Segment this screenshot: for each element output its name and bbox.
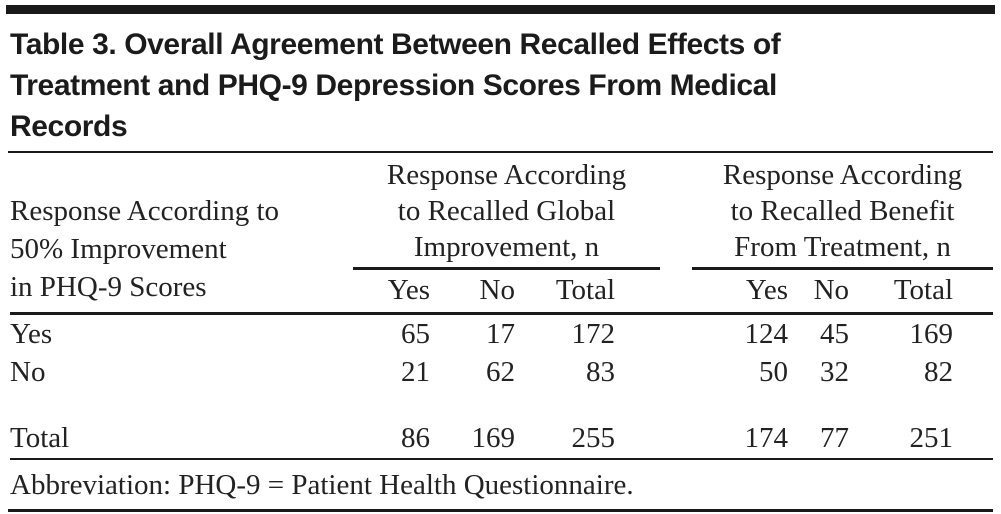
spacer-row: [10, 391, 993, 419]
spanner2-line-2: to Recalled Benefit: [730, 195, 955, 227]
table-row-total: Total 86 169 255 174 77 251: [10, 419, 994, 460]
spacer-cell: [10, 391, 993, 419]
spanner2-line-3: From Treatment, n: [734, 231, 951, 263]
bottom-rule: [8, 509, 993, 512]
col-header-global-no: No: [434, 268, 517, 315]
cell-total-global-no: 169: [434, 419, 517, 460]
spanner-row: Response According to 50% Improvement in…: [10, 153, 994, 315]
cell-total-benefit-total: 251: [851, 419, 994, 460]
cell-no-global-yes: 21: [401, 356, 430, 388]
cell-no-gap: [660, 353, 692, 391]
footnote: Abbreviation: PHQ-9 = Patient Health Que…: [10, 469, 634, 501]
cell-no-benefit-total: 82: [924, 356, 954, 388]
cell-no-global-total: 83: [586, 356, 616, 388]
cell-yes-benefit-no: 45: [820, 318, 850, 350]
col-header-benefit-no: No: [790, 268, 852, 315]
cell-no-benefit-no: 32: [820, 356, 850, 388]
cell-yes-gap: [660, 314, 692, 354]
col-header-benefit-yes: Yes: [692, 268, 791, 315]
table-title-line-3: Records: [10, 110, 128, 143]
cell-yes-global-no: 17: [486, 318, 515, 350]
table-title: Table 3. Overall Agreement Between Recal…: [10, 24, 993, 147]
spanner2-line-1: Response According: [722, 159, 963, 191]
cell-yes-global-yes: 65: [401, 318, 430, 350]
stub-header-line-1: Response According to: [10, 195, 280, 227]
cell-total-global-total: 255: [517, 419, 661, 460]
cell-no-global-no: 62: [486, 356, 515, 388]
col-header-global-total: Total: [517, 268, 661, 315]
agreement-table: Response According to 50% Improvement in…: [10, 153, 994, 460]
cell-total-benefit-yes: 174: [692, 419, 791, 460]
row-label-no: No: [10, 356, 46, 388]
spanner1-line-1: Response According: [386, 159, 627, 191]
table-row-yes: Yes 65 17 172 124 45 169: [10, 314, 993, 354]
col-header-benefit-total: Total: [851, 268, 994, 315]
cell-yes-benefit-total: 169: [909, 318, 954, 350]
spanner1-line-2: to Recalled Global: [397, 195, 616, 227]
spanner-recalled-benefit-treatment: Response According to Recalled Benefit F…: [692, 153, 994, 270]
stub-header-line-3: in PHQ-9 Scores: [10, 271, 207, 303]
cell-yes-benefit-yes: 124: [744, 318, 789, 350]
cell-total-benefit-no: 77: [790, 419, 852, 460]
cell-total-global-yes: 86: [353, 419, 434, 460]
spanner1-line-3: Improvement, n: [413, 231, 600, 263]
title-rule: [8, 151, 993, 153]
stub-header-line-2: 50% Improvement: [10, 233, 227, 265]
top-bar-divider: [6, 5, 995, 14]
row-label-yes: Yes: [10, 318, 53, 350]
table-title-line-1: Table 3. Overall Agreement Between Recal…: [10, 28, 781, 61]
cell-total-gap: [660, 419, 693, 460]
subheader-row: Yes No Total Yes No Total: [10, 268, 994, 315]
table-row-no: No 21 62 83 50 32 82: [10, 353, 993, 391]
cell-no-benefit-yes: 50: [759, 356, 789, 388]
row-label-total: Total: [10, 419, 353, 460]
col-header-global-yes: Yes: [353, 268, 434, 315]
table-title-line-2: Treatment and PHQ-9 Depression Scores Fr…: [10, 69, 777, 102]
spanner-recalled-global-improvement: Response According to Recalled Global Im…: [353, 153, 661, 270]
stub-header: Response According to 50% Improvement in…: [10, 153, 353, 315]
cell-yes-global-total: 172: [571, 318, 616, 350]
group-gap-column: [660, 153, 693, 315]
